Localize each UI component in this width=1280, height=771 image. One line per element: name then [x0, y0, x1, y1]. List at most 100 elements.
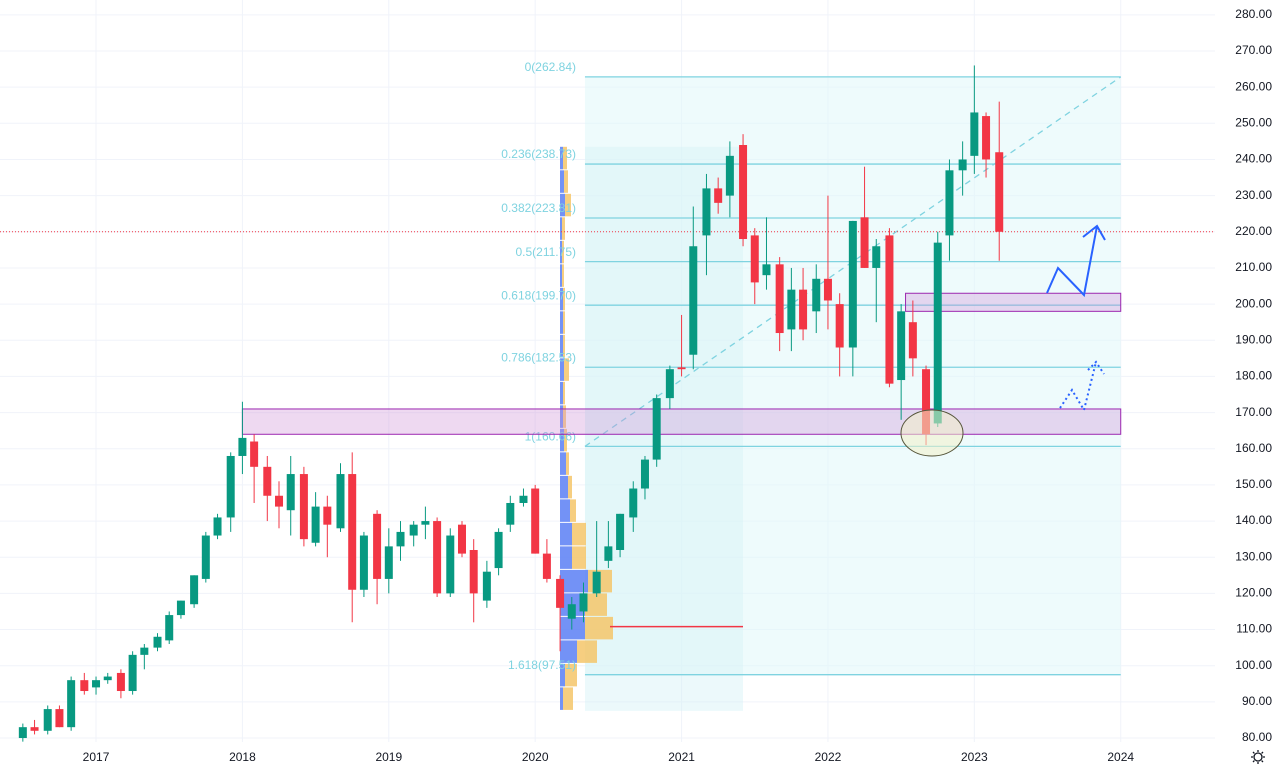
candle-body — [640, 459, 649, 489]
candle-body — [226, 455, 235, 518]
volume-up-bar — [560, 499, 570, 522]
volume-down-bar — [564, 358, 569, 381]
candle-body — [739, 145, 748, 240]
candle-body — [165, 615, 174, 641]
y-tick-label: 280.00 — [1235, 7, 1272, 21]
candle-body — [982, 116, 991, 160]
y-tick-label: 90.00 — [1242, 694, 1272, 708]
candle-body — [519, 495, 528, 503]
candle-body — [43, 709, 52, 731]
highlight-ellipse — [900, 409, 964, 457]
arrow-head — [1082, 224, 1106, 241]
candle-body — [299, 474, 308, 540]
volume-down-bar — [572, 546, 586, 569]
volume-up-bar — [560, 287, 563, 311]
candle-body — [702, 188, 711, 236]
y-tick-label: 140.00 — [1235, 513, 1272, 527]
price-axis-bg — [1215, 0, 1280, 771]
candle-body — [92, 680, 101, 688]
x-tick-label: 2024 — [1107, 750, 1134, 764]
candle-body — [421, 521, 430, 525]
fib-level-label: 0.236(238.73) — [501, 147, 576, 161]
fib-level-label: 1(160.66) — [525, 430, 576, 444]
y-tick-label: 110.00 — [1236, 622, 1272, 636]
fib-level-label: 0.618(199.70) — [501, 288, 576, 302]
volume-up-bar — [560, 452, 566, 475]
candle-body — [323, 506, 332, 525]
candle-body — [922, 369, 931, 435]
fib-level-label: 0.382(223.81) — [501, 201, 576, 215]
candle-body — [677, 367, 686, 370]
volume-up-bar — [560, 311, 563, 334]
candle-body — [945, 170, 954, 236]
volume-up-bar — [560, 616, 585, 640]
volume-up-bar — [560, 569, 588, 593]
x-tick-label: 2022 — [815, 750, 842, 764]
volume-down-bar — [585, 616, 613, 640]
candle-body — [238, 437, 247, 456]
volume-down-bar — [565, 663, 577, 687]
candle-body — [494, 531, 503, 569]
candle-body — [359, 535, 368, 590]
y-tick-label: 120.00 — [1235, 586, 1272, 600]
candle-body — [995, 152, 1004, 232]
candle-body — [482, 571, 491, 601]
volume-up-bar — [560, 358, 564, 381]
candle-body — [908, 322, 917, 359]
candle-body — [140, 647, 149, 655]
candle-body — [787, 289, 796, 330]
candle-body — [592, 571, 601, 594]
y-tick-label: 100.00 — [1235, 658, 1272, 672]
projection-arrow — [1046, 225, 1098, 298]
volume-down-bar — [572, 522, 586, 546]
fib-level-label: 1.618(97.51) — [508, 658, 576, 672]
candle-body — [750, 235, 759, 283]
volume-down-bar — [568, 475, 572, 499]
volume-up-bar — [560, 334, 563, 358]
candle-body — [201, 535, 210, 579]
candle-body — [18, 727, 27, 739]
volume-down-bar — [565, 193, 571, 217]
candle-body — [30, 727, 39, 731]
time-axis-bg — [0, 742, 1280, 771]
volume-up-bar — [560, 170, 564, 193]
candle-body — [531, 488, 540, 554]
front-layer — [900, 224, 1106, 457]
candle-body — [872, 246, 881, 268]
candle-body — [336, 474, 345, 529]
volume-down-bar — [563, 381, 565, 405]
settings-icon[interactable] — [1251, 750, 1265, 764]
candle-body — [409, 524, 418, 536]
candle-body — [604, 546, 613, 561]
candle-body — [762, 264, 771, 276]
candle-body — [250, 441, 259, 467]
candle-body — [799, 289, 808, 330]
candle-body — [775, 264, 784, 334]
candle-body — [970, 112, 979, 156]
candle-body — [190, 575, 199, 605]
candle-body — [958, 159, 967, 171]
zone — [241, 408, 1122, 435]
x-tick-label: 2023 — [961, 750, 988, 764]
candle-body — [396, 531, 405, 547]
volume-up-bar — [560, 663, 565, 687]
y-tick-label: 80.00 — [1242, 730, 1272, 744]
candle-body — [348, 474, 357, 590]
candle-body — [446, 535, 455, 594]
candle-body — [665, 369, 674, 399]
candle-body — [213, 517, 222, 536]
fib-level-label: 0.5(211.75) — [516, 245, 577, 259]
candle-body — [80, 680, 89, 692]
candle-body — [263, 466, 272, 496]
volume-down-bar — [562, 240, 564, 264]
candle-body — [629, 488, 638, 518]
volume-down-bar — [563, 405, 566, 428]
volume-up-bar — [560, 381, 563, 405]
volume-down-bar — [563, 311, 565, 334]
candle-body — [506, 502, 515, 525]
volume-up-bar — [560, 687, 563, 710]
volume-up-bar — [560, 428, 564, 452]
candle-body — [812, 278, 821, 312]
volume-up-bar — [560, 193, 565, 217]
